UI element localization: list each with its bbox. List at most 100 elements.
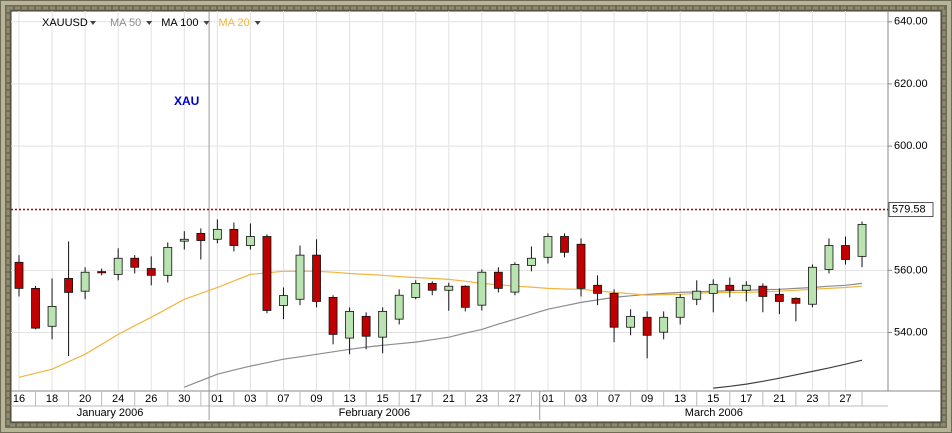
x-tick-label: 17 (410, 393, 422, 405)
y-tick-label: 600.00 (894, 140, 928, 152)
candle-body (857, 223, 867, 257)
candle-body (146, 268, 156, 276)
x-tick-label: 03 (244, 393, 256, 405)
x-tick-label: 24 (112, 393, 124, 405)
candle-body (64, 278, 73, 293)
candle-body (460, 285, 470, 308)
candle-body (477, 271, 487, 306)
candle-body (80, 271, 90, 292)
annotation: XAU (174, 94, 199, 108)
x-tick-label: 20 (79, 393, 91, 405)
candle-body (675, 296, 685, 318)
candle-body (14, 261, 24, 289)
legend-entry[interactable]: MA 20 (219, 17, 250, 29)
candle-body (725, 284, 735, 291)
candle-body (510, 264, 520, 293)
candle-body (493, 271, 503, 289)
candle-body (626, 315, 636, 328)
x-tick-label: 01 (211, 393, 223, 405)
candle-body (841, 245, 850, 260)
candle-body (361, 315, 371, 337)
x-tick-label: 13 (343, 393, 355, 405)
month-label: January 2006 (77, 407, 144, 419)
candle-body (97, 271, 107, 274)
y-tick-label: 560.00 (894, 264, 928, 276)
candle-body (824, 245, 834, 270)
x-tick-label: 27 (509, 393, 521, 405)
candle-body (179, 238, 189, 242)
candle-body (444, 285, 454, 291)
candle-body (378, 310, 388, 338)
candle-body (312, 254, 321, 302)
candle-body (279, 295, 288, 306)
legend-entry[interactable]: MA 100 (161, 17, 198, 29)
y-tick-label: 640.00 (894, 16, 928, 28)
x-tick-label: 01 (542, 393, 554, 405)
x-tick-label: 07 (608, 393, 620, 405)
candle-body (609, 292, 619, 328)
x-tick-label: 23 (806, 393, 818, 405)
y-tick-label: 620.00 (894, 78, 928, 90)
x-tick-label: 09 (641, 393, 653, 405)
candle-body (527, 257, 536, 266)
x-tick-label: 17 (740, 393, 752, 405)
candle-body (808, 266, 817, 305)
candle-body (791, 297, 801, 304)
candle-body (345, 310, 355, 339)
symbol-label[interactable]: XAUUSD (42, 17, 88, 29)
candle-body (692, 290, 702, 300)
x-tick-label: 07 (277, 393, 289, 405)
candle-body (543, 236, 553, 258)
legend-entry[interactable]: MA 50 (110, 17, 141, 29)
month-label: February 2006 (339, 407, 411, 419)
candle-body (212, 228, 222, 240)
x-tick-label: 16 (13, 393, 25, 405)
candle-body (246, 236, 255, 246)
x-tick-label: 26 (145, 393, 157, 405)
dropdown-arrow[interactable] (254, 21, 261, 25)
candle-body (659, 316, 669, 333)
candle-body (576, 243, 586, 289)
candle-body (411, 283, 421, 298)
x-tick-label: 30 (178, 393, 190, 405)
dropdown-arrow[interactable] (90, 21, 96, 25)
frame-pattern (6, 6, 946, 427)
x-tick-label: 15 (377, 393, 389, 405)
candle-body (758, 285, 768, 297)
x-tick-label: 21 (773, 393, 785, 405)
x-tick-label: 18 (46, 393, 58, 405)
candle-body (163, 246, 173, 276)
x-tick-label: 09 (310, 393, 322, 405)
candle-body (47, 306, 57, 327)
candle-body (427, 283, 437, 291)
candle-body (31, 287, 40, 329)
candle-body (113, 257, 123, 275)
x-tick-label: 27 (839, 393, 851, 405)
dropdown-arrow[interactable] (203, 21, 210, 25)
dropdown-arrow[interactable] (146, 21, 153, 25)
x-tick-label: 03 (575, 393, 587, 405)
candle-body (593, 284, 602, 294)
moving-average-line (713, 359, 863, 389)
candle-body (262, 236, 272, 311)
moving-average-line (18, 270, 863, 378)
candle-body (229, 228, 239, 246)
candle-body (130, 257, 140, 268)
x-tick-label: 13 (674, 393, 686, 405)
candle-body (295, 254, 305, 300)
x-tick-label: 21 (443, 393, 455, 405)
last-price-label: 579.58 (892, 203, 926, 215)
candle-body (196, 232, 206, 241)
plot-background (10, 10, 942, 423)
candle-body (741, 284, 751, 291)
x-tick-label: 23 (476, 393, 488, 405)
candle-body (708, 283, 718, 294)
candle-body (560, 236, 569, 253)
x-tick-label: 15 (707, 393, 719, 405)
candle-body (328, 296, 338, 335)
candle-body (394, 294, 404, 320)
y-tick-label: 540.00 (894, 326, 928, 338)
candle-body (774, 293, 784, 302)
